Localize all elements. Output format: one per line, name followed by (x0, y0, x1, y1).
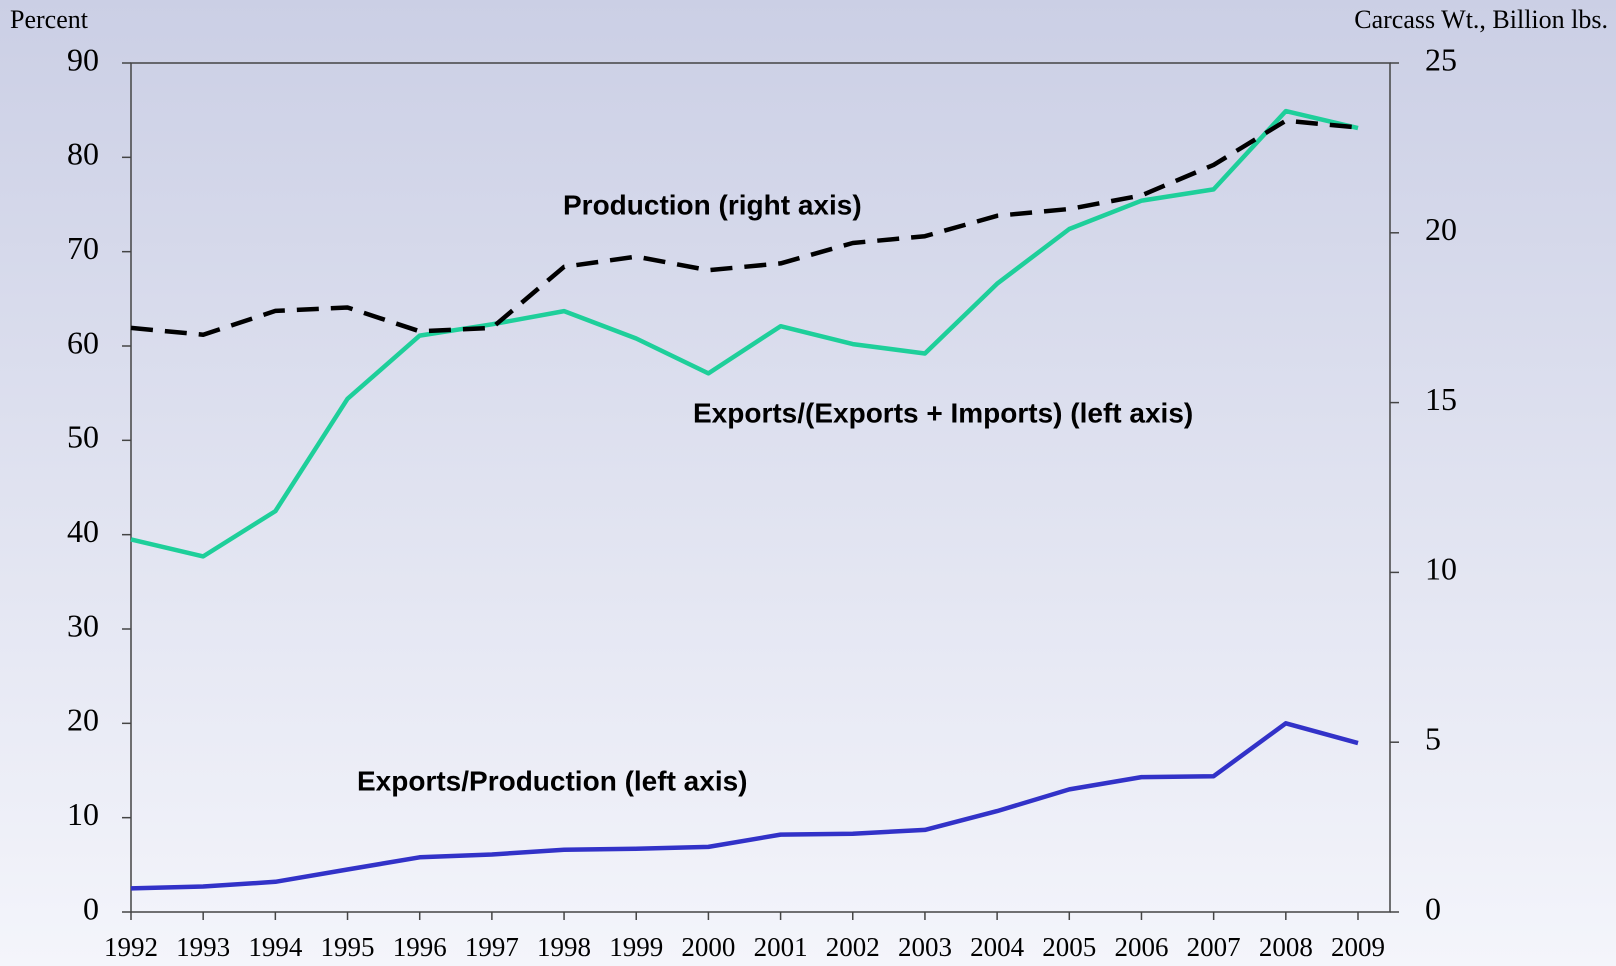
y-tick-label: 30 (67, 607, 99, 643)
x-tick-label: 2002 (826, 932, 880, 962)
x-tick-label: 2009 (1331, 932, 1385, 962)
series-line (130, 721, 1359, 891)
y2-tick-label: 15 (1425, 381, 1457, 417)
x-tick-label: 1993 (176, 932, 230, 962)
x-tick-label: 2006 (1114, 932, 1168, 962)
x-tick-label: 2005 (1042, 932, 1096, 962)
y-tick-label: 0 (83, 890, 99, 926)
series-label: Exports/(Exports + Imports) (left axis) (693, 397, 1193, 428)
y2-tick-label: 5 (1425, 721, 1441, 757)
y-tick-label: 90 (67, 41, 99, 77)
x-tick-label: 2004 (970, 932, 1025, 962)
y-tick-label: 70 (67, 230, 99, 266)
series-label: Exports/Production (left axis) (357, 765, 748, 796)
y-axis-label: Percent (10, 5, 89, 34)
plot-frame (130, 62, 1391, 913)
x-tick-label: 1994 (248, 932, 303, 962)
y2-tick-label: 10 (1425, 551, 1457, 587)
y-tick-label: 40 (67, 513, 99, 549)
x-tick-label: 1997 (465, 932, 519, 962)
y2-tick-label: 0 (1425, 890, 1441, 926)
series-label: Production (right axis) (563, 189, 862, 220)
x-tick-label: 1995 (321, 932, 375, 962)
y-tick-label: 20 (67, 702, 99, 738)
series-line (130, 118, 1359, 337)
x-tick-label: 1992 (104, 932, 158, 962)
y2-tick-label: 20 (1425, 211, 1457, 247)
series-line (130, 108, 1359, 559)
y-tick-label: 60 (67, 324, 99, 360)
x-tick-label: 1999 (609, 932, 663, 962)
x-tick-label: 2008 (1259, 932, 1313, 962)
x-tick-label: 2001 (754, 932, 808, 962)
y-tick-label: 10 (67, 796, 99, 832)
y2-axis-label: Carcass Wt., Billion lbs. (1354, 5, 1608, 34)
y-tick-label: 80 (67, 136, 99, 172)
x-tick-label: 1996 (393, 932, 447, 962)
x-tick-label: 2003 (898, 932, 952, 962)
y-tick-label: 50 (67, 419, 99, 455)
x-tick-label: 1998 (537, 932, 591, 962)
y2-tick-label: 25 (1425, 41, 1457, 77)
x-tick-label: 2007 (1187, 932, 1241, 962)
x-tick-label: 2000 (681, 932, 735, 962)
